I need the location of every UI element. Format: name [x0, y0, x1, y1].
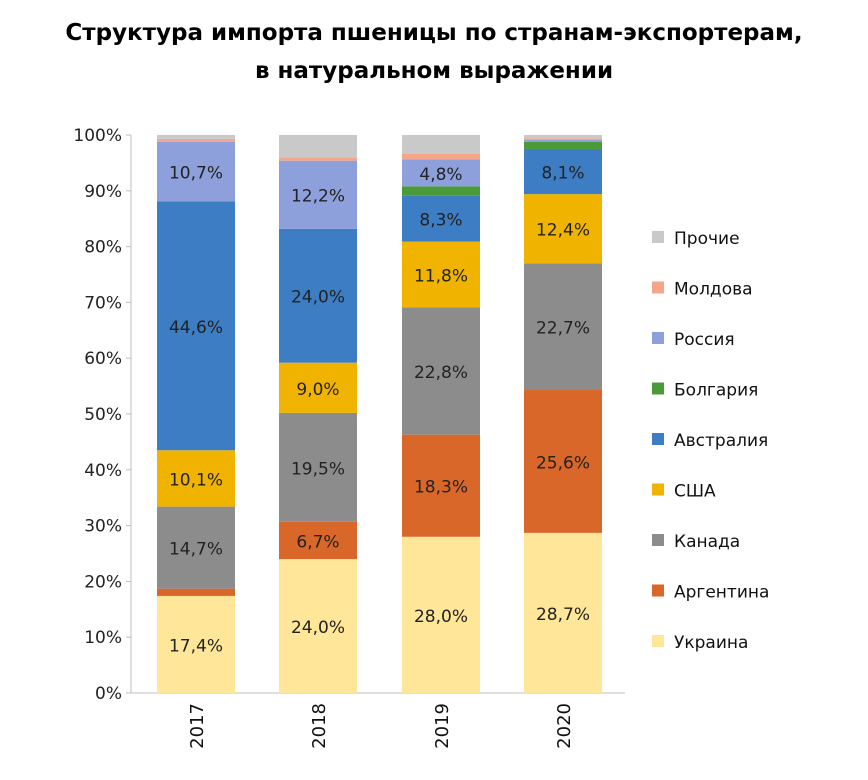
bar-segment	[402, 307, 480, 435]
legend-label: Аргентина	[674, 583, 769, 603]
legend-swatch	[652, 433, 664, 445]
bar-segment	[279, 135, 357, 158]
x-tick-label: 2018	[309, 703, 330, 749]
legend-swatch	[652, 483, 664, 496]
y-tick-label: 40%	[84, 461, 122, 481]
legend-label: Болгария	[674, 381, 758, 401]
data-label: 10,7%	[169, 164, 223, 184]
y-tick-label: 100%	[73, 126, 122, 146]
bar-segment	[157, 138, 235, 142]
data-label: 8,1%	[541, 164, 584, 184]
bar-segment	[524, 141, 602, 149]
bar-segment	[279, 362, 357, 413]
bar-segment	[157, 450, 235, 507]
bar-segment	[524, 140, 602, 142]
legend-swatch	[652, 281, 664, 294]
bar-segment	[279, 521, 357, 560]
legend-swatch	[652, 534, 664, 546]
data-label: 10,1%	[169, 470, 223, 490]
data-label: 12,2%	[291, 187, 345, 207]
data-label: 28,7%	[536, 605, 590, 625]
data-label: 12,4%	[536, 221, 590, 241]
data-label: 22,8%	[414, 363, 468, 383]
bar-segment	[524, 138, 602, 141]
bar-segment	[402, 241, 480, 308]
bar-segment	[157, 588, 235, 596]
data-label: 19,5%	[291, 459, 345, 479]
bar-segment	[524, 390, 602, 533]
bar-segment	[524, 263, 602, 391]
x-tick-label: 2017	[187, 703, 208, 749]
data-label: 28,0%	[414, 607, 468, 627]
bar-segment	[157, 595, 235, 693]
legend-swatch	[652, 382, 664, 395]
chart-title-line-2: в натуральном выражении	[254, 58, 614, 84]
bar-segment	[279, 157, 357, 161]
legend-swatch	[652, 584, 664, 597]
bar-segment	[402, 159, 480, 187]
legend-swatch	[652, 635, 664, 647]
legend-label: США	[674, 482, 716, 502]
bar-segment	[279, 412, 357, 522]
data-label: 25,6%	[536, 453, 590, 473]
legend-swatch	[652, 332, 664, 344]
data-label: 9,0%	[296, 380, 339, 400]
bar-segment	[157, 506, 235, 589]
data-label: 8,3%	[419, 210, 462, 230]
bar-segment	[402, 153, 480, 160]
x-tick-label: 2020	[554, 703, 575, 749]
data-label: 18,3%	[414, 478, 468, 498]
data-label: 11,8%	[414, 267, 468, 287]
data-label: 4,8%	[419, 165, 462, 185]
legend-swatch	[652, 231, 664, 243]
chart-title: Структура импорта пшеницы по странам-экс…	[0, 14, 868, 90]
legend-label: Россия	[674, 330, 735, 350]
data-label: 24,0%	[291, 288, 345, 308]
y-tick-label: 60%	[84, 349, 122, 369]
y-tick-label: 20%	[84, 572, 122, 592]
bar-segment	[524, 532, 602, 693]
data-label: 6,7%	[296, 532, 339, 552]
y-tick-label: 50%	[84, 405, 122, 425]
x-tick-label: 2019	[432, 703, 453, 749]
y-tick-label: 80%	[84, 238, 122, 258]
legend-label: Австралия	[674, 431, 768, 451]
legend-label: Молдова	[674, 280, 753, 300]
bar-segment	[402, 186, 480, 196]
y-tick-label: 70%	[84, 293, 122, 313]
y-tick-label: 0%	[95, 684, 122, 704]
bar-segment	[402, 536, 480, 693]
data-label: 22,7%	[536, 319, 590, 339]
y-tick-label: 90%	[84, 182, 122, 202]
bar-segment	[157, 201, 235, 451]
bar-segment	[157, 135, 235, 139]
data-label: 44,6%	[169, 318, 223, 338]
bar-segment	[279, 559, 357, 693]
bar-segment	[524, 194, 602, 264]
y-tick-label: 10%	[84, 628, 122, 648]
bar-segment	[402, 434, 480, 537]
legend-label: Канада	[674, 532, 740, 552]
bar-segment	[402, 195, 480, 242]
bar-segment	[524, 148, 602, 195]
bar-segment	[279, 228, 357, 363]
bar-segment	[279, 160, 357, 229]
bar-segment	[402, 135, 480, 154]
legend-label: Украина	[674, 633, 748, 653]
chart-title-line-1: Структура импорта пшеницы по странам-экс…	[65, 20, 803, 46]
bar-segment	[157, 141, 235, 202]
data-label: 14,7%	[169, 540, 223, 560]
data-label: 24,0%	[291, 618, 345, 638]
bar-segment	[524, 135, 602, 139]
data-label: 17,4%	[169, 636, 223, 656]
y-tick-label: 30%	[84, 517, 122, 537]
legend-label: Прочие	[674, 229, 740, 249]
